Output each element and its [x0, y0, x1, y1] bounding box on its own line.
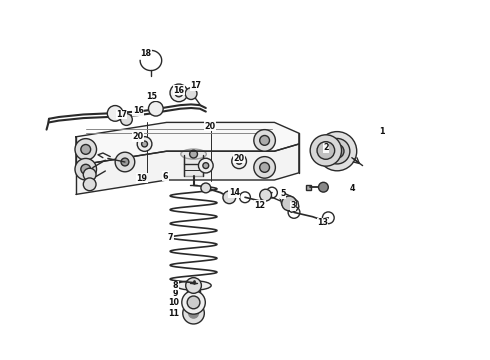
Text: 9: 9 — [172, 289, 178, 298]
Circle shape — [175, 89, 183, 97]
Text: 16: 16 — [173, 86, 184, 95]
Circle shape — [186, 278, 201, 293]
Circle shape — [121, 114, 132, 125]
Text: 17: 17 — [191, 81, 201, 90]
Circle shape — [318, 132, 357, 171]
Text: 18: 18 — [141, 49, 151, 58]
Text: 7: 7 — [168, 233, 173, 242]
Text: 15: 15 — [147, 92, 157, 101]
Text: 5: 5 — [280, 189, 286, 198]
Circle shape — [83, 168, 96, 181]
Text: 2: 2 — [323, 143, 329, 152]
Circle shape — [203, 163, 209, 168]
Text: 16: 16 — [133, 107, 144, 116]
Text: 13: 13 — [317, 218, 328, 227]
Circle shape — [260, 189, 271, 201]
Text: 10: 10 — [169, 298, 179, 307]
Circle shape — [75, 139, 97, 160]
Circle shape — [236, 158, 242, 164]
Polygon shape — [280, 194, 299, 212]
Circle shape — [318, 182, 328, 192]
Circle shape — [185, 88, 197, 99]
Text: 3: 3 — [290, 202, 296, 210]
Ellipse shape — [176, 281, 211, 290]
Circle shape — [260, 135, 270, 145]
Ellipse shape — [187, 294, 200, 298]
Circle shape — [83, 178, 96, 191]
Text: 4: 4 — [350, 184, 356, 193]
Circle shape — [107, 105, 123, 121]
Bar — [187, 290, 200, 296]
Circle shape — [189, 308, 198, 318]
Polygon shape — [76, 122, 299, 166]
Circle shape — [223, 191, 236, 204]
Bar — [184, 154, 203, 176]
Circle shape — [170, 84, 188, 102]
Circle shape — [260, 162, 270, 172]
Text: 8: 8 — [172, 281, 178, 290]
Circle shape — [183, 302, 204, 324]
Circle shape — [198, 158, 213, 173]
Text: 19: 19 — [137, 174, 147, 183]
Text: 6: 6 — [163, 172, 169, 181]
Text: 20: 20 — [204, 122, 215, 131]
Circle shape — [254, 130, 275, 151]
Text: 12: 12 — [254, 201, 265, 210]
Circle shape — [317, 142, 335, 159]
Circle shape — [142, 141, 147, 147]
Circle shape — [182, 291, 205, 314]
Ellipse shape — [187, 288, 200, 292]
Circle shape — [282, 196, 296, 211]
Polygon shape — [76, 144, 299, 194]
Circle shape — [254, 157, 275, 178]
Circle shape — [232, 154, 246, 168]
Circle shape — [148, 102, 163, 116]
Circle shape — [190, 150, 197, 158]
Circle shape — [201, 183, 211, 193]
Text: 1: 1 — [379, 127, 385, 136]
Ellipse shape — [181, 149, 206, 159]
Circle shape — [81, 164, 91, 174]
Circle shape — [137, 137, 152, 151]
Circle shape — [115, 152, 135, 172]
Circle shape — [121, 158, 129, 166]
Text: 14: 14 — [229, 189, 240, 198]
Text: 20: 20 — [133, 132, 144, 141]
Text: 20: 20 — [234, 154, 245, 163]
Circle shape — [187, 296, 200, 309]
Circle shape — [75, 158, 97, 180]
Circle shape — [310, 135, 342, 166]
Text: 17: 17 — [116, 110, 127, 119]
Bar — [306, 185, 311, 190]
Circle shape — [330, 144, 344, 158]
Circle shape — [324, 139, 350, 164]
Text: 11: 11 — [169, 310, 179, 319]
Circle shape — [81, 144, 91, 154]
